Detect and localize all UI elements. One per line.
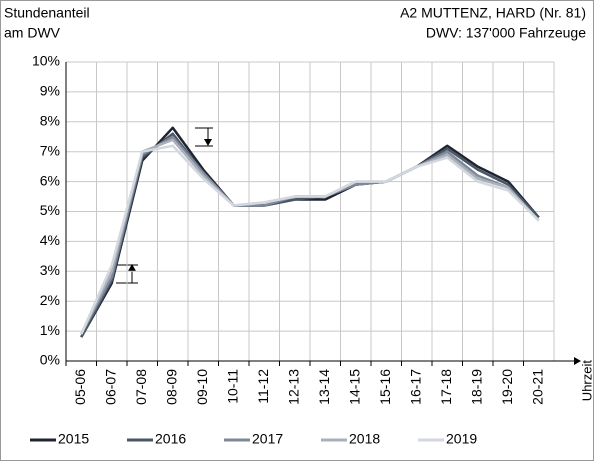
x-tick-label: 10-11 — [224, 369, 240, 404]
x-axis-arrow — [574, 357, 581, 365]
x-tick-label: 12-13 — [285, 369, 301, 405]
title-right-1: A2 MUTTENZ, HARD (Nr. 81) — [400, 5, 586, 21]
y-tick-label: 9% — [40, 83, 60, 99]
y-tick-label: 8% — [40, 113, 60, 129]
x-tick-label: 05-06 — [72, 369, 88, 405]
x-tick-label: 14-15 — [346, 369, 362, 405]
x-tick-label: 11-12 — [255, 369, 271, 404]
legend-label: 2019 — [446, 431, 477, 447]
series-line — [80, 144, 540, 335]
legend-label: 2016 — [155, 431, 186, 447]
title-left-2: am DWV — [4, 25, 61, 41]
x-tick-label: 20-21 — [529, 369, 545, 405]
x-tick-label: 06-07 — [102, 369, 118, 405]
y-tick-label: 5% — [40, 202, 60, 218]
x-tick-label: 07-08 — [133, 369, 149, 405]
title-right-2: DWV: 137'000 Fahrzeuge — [426, 25, 586, 41]
legend-label: 2018 — [349, 431, 380, 447]
y-tick-label: 3% — [40, 262, 60, 278]
y-tick-label: 7% — [40, 142, 60, 158]
y-tick-label: 10% — [32, 53, 60, 69]
annotation-down — [195, 127, 213, 147]
x-tick-label: 09-10 — [194, 369, 210, 405]
y-tick-label: 4% — [40, 232, 60, 248]
legend-label: 2017 — [252, 431, 283, 447]
x-tick-label: 16-17 — [407, 369, 423, 405]
x-tick-label: 18-19 — [468, 369, 484, 405]
y-tick-label: 2% — [40, 292, 60, 308]
title-left-1: Stundenanteil — [4, 5, 90, 21]
y-tick-label: 6% — [40, 172, 60, 188]
y-tick-label: 1% — [40, 322, 60, 338]
x-tick-label: 15-16 — [377, 369, 393, 405]
legend-label: 2015 — [58, 431, 89, 447]
y-tick-label: 0% — [40, 352, 60, 368]
x-tick-label: 13-14 — [316, 369, 332, 405]
x-tick-label: 08-09 — [163, 369, 179, 405]
x-tick-label: 17-18 — [438, 369, 454, 405]
x-tick-label: 19-20 — [499, 369, 515, 405]
x-axis-label: Uhrzeit — [579, 360, 594, 402]
